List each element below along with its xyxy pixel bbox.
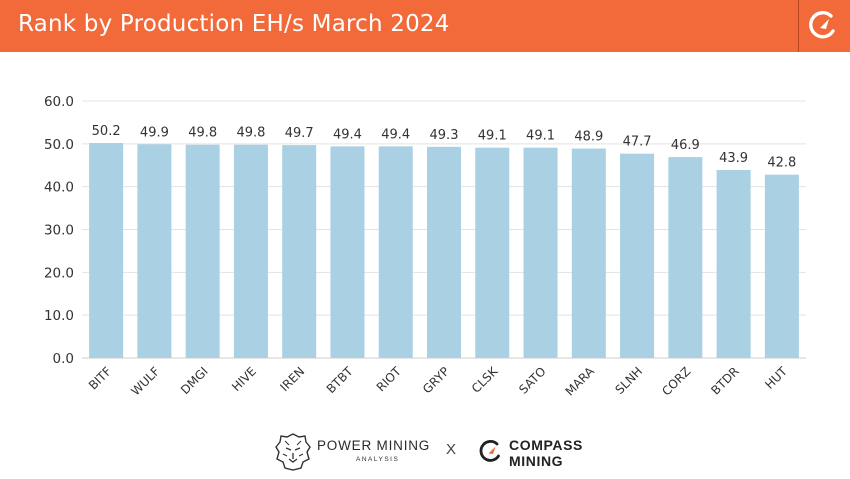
bar [620,153,655,358]
x-tick-label: SATO [516,364,548,396]
x-tick-label: RIOT [374,364,405,395]
bar [137,144,172,358]
bar [764,174,799,358]
x-tick-label: DMGI [178,364,211,397]
bar [185,144,220,358]
data-label: 49.7 [285,126,314,141]
data-label: 49.1 [526,129,555,144]
compass-mining-c-icon [479,440,500,462]
brand-separator: X [446,441,457,458]
data-label: 49.9 [140,125,169,140]
power-mining-brand: POWER MINING [317,438,431,453]
header-divider [798,0,799,52]
data-label: 42.8 [767,156,796,171]
bar-chart: 0.0 10.0 20.0 30.0 40.0 50.0 60.0 50.2 BITF 49.9 W… [44,94,806,399]
bar [89,142,124,358]
bar [233,144,268,358]
bar [571,148,606,358]
x-tick-label: MARA [563,364,598,399]
data-label: 50.2 [92,124,121,139]
x-tick-label: CORZ [659,364,693,398]
x-tick-label: BTBT [324,364,356,396]
x-tick-label: SLNH [612,364,645,397]
x-tick-label: BTDR [708,364,741,397]
data-label: 43.9 [719,151,748,166]
compass-mining-brand-line1: COMPASS [509,437,583,453]
lion-head-icon [275,433,311,471]
bar [330,146,365,358]
footer: POWER MINING ANALYSIS X COMPASS MINING [0,424,850,479]
x-tick-label: GRYP [420,364,452,396]
bar [523,147,558,358]
power-mining-subtitle: ANALYSIS [356,456,400,463]
data-label: 49.4 [381,127,410,142]
bar [475,147,510,358]
data-label: 49.4 [333,127,362,142]
compass-mining-c-icon [809,11,835,39]
header-banner: Rank by Production EH/s March 2024 [0,0,850,52]
y-tick-label: 0.0 [53,351,74,367]
bar [427,146,461,358]
data-label: 49.8 [188,126,217,141]
compass-mining-brand: COMPASS MINING [509,437,583,469]
bar [716,169,751,358]
data-label: 47.7 [623,135,652,150]
data-label: 49.8 [236,126,265,141]
data-label: 49.1 [478,129,507,144]
y-tick-label: 40.0 [44,180,74,196]
y-tick-label: 50.0 [44,137,74,153]
y-tick-label: 10.0 [44,308,74,324]
chart-title: Rank by Production EH/s March 2024 [18,11,450,37]
x-tick-label: CLSK [469,363,501,395]
data-label: 48.9 [574,130,603,145]
x-tick-label: HIVE [229,364,259,394]
x-tick-label: HUT [762,364,790,392]
x-tick-label: IREN [277,364,307,394]
y-tick-label: 30.0 [44,223,74,239]
data-label: 46.9 [671,138,700,153]
x-tick-label: WULF [128,364,162,398]
bar [668,157,703,358]
x-tick-label: BITF [86,364,114,392]
data-label: 49.3 [430,128,459,143]
bar [282,145,317,358]
y-tick-label: 60.0 [44,94,74,110]
bar [378,146,413,358]
y-tick-label: 20.0 [44,265,74,281]
compass-mining-brand-line2: MINING [509,453,564,469]
